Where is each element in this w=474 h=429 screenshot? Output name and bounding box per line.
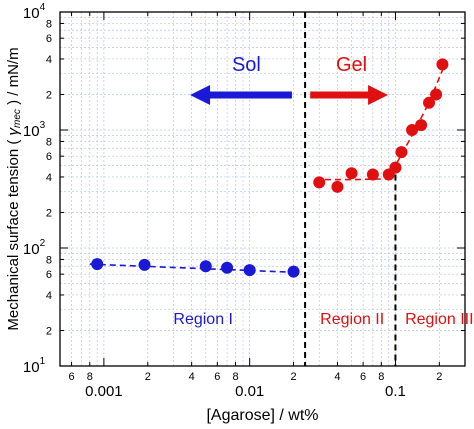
- y-axis-title-pre: Mechanical surface tension (: [5, 135, 22, 330]
- gel-data-point: [345, 167, 358, 180]
- gel-data-point: [415, 119, 428, 132]
- gel-data-point: [436, 58, 449, 71]
- y-minor-tick-label: 8: [46, 254, 52, 266]
- gel-data-point: [406, 124, 419, 136]
- data-points: [91, 58, 449, 278]
- gel-data-point: [366, 168, 379, 181]
- region-dividers: [304, 12, 397, 366]
- fit-lines: [89, 62, 447, 274]
- x-tick-label: 0.1: [385, 383, 406, 400]
- y-axis-title-post: ) / mN/m: [5, 47, 22, 109]
- y-tick-exponent: 4: [40, 2, 46, 13]
- sol-data-point: [243, 264, 256, 277]
- gel-arrow-head: [368, 85, 389, 105]
- x-minor-tick-label: 6: [68, 371, 74, 383]
- x-minor-tick-label: 8: [232, 371, 238, 383]
- gel-data-point: [313, 176, 326, 189]
- x-axis-title: [Agarose] / wt%: [206, 407, 318, 424]
- y-tick-exponent: 1: [40, 356, 46, 367]
- y-minor-tick-label: 6: [46, 269, 52, 281]
- x-minor-tick-label: 4: [334, 371, 340, 383]
- y-tick-base: 10: [23, 123, 40, 140]
- sol-data-point: [91, 258, 104, 271]
- sol-data-point: [199, 260, 212, 273]
- y-axis-title: Mechanical surface tension ( γmec ) / mN…: [5, 47, 23, 330]
- region-iii-label: Region III: [405, 311, 473, 328]
- sol-arrow-head: [190, 85, 211, 105]
- y-minor-tick-label: 8: [46, 18, 52, 30]
- y-axis-title-subscript: mec: [12, 109, 23, 128]
- region-i-label: Region I: [173, 311, 233, 328]
- x-minor-tick-label: 2: [145, 371, 151, 383]
- sol-data-point: [138, 258, 151, 271]
- y-minor-tick-label: 4: [46, 54, 52, 66]
- region-ii-label: Region II: [320, 311, 384, 328]
- x-minor-tick-label: 6: [360, 371, 366, 383]
- y-minor-tick-label: 6: [46, 33, 52, 45]
- x-minor-tick-label: 6: [214, 371, 220, 383]
- x-tick-label: 0.01: [235, 383, 264, 400]
- y-tick-exponent: 3: [40, 120, 46, 131]
- sol-data-point: [221, 261, 234, 274]
- y-axis-title-symbol: γ: [5, 126, 22, 135]
- x-minor-tick-label: 4: [189, 371, 195, 383]
- gel-label: Gel: [336, 54, 367, 76]
- x-minor-tick-label: 8: [87, 371, 93, 383]
- gel-data-point: [389, 161, 402, 174]
- sol-fit-line: [89, 263, 300, 274]
- y-tick-label: 102: [23, 238, 46, 258]
- sol-gel-arrows: [190, 85, 389, 105]
- gel-data-point: [430, 88, 443, 101]
- y-tick-base: 10: [23, 5, 40, 22]
- x-tick-label: 0.001: [85, 383, 123, 400]
- y-tick-label: 104: [23, 2, 46, 22]
- y-minor-tick-label: 4: [46, 290, 52, 302]
- x-minor-tick-label: 8: [378, 371, 384, 383]
- gel-data-point: [395, 146, 408, 159]
- axis-ticks: 0.001 0.01 0.16 8 2 4 6 8 2 4 6 8 210110210310424682…: [23, 2, 465, 400]
- y-minor-tick-label: 2: [46, 207, 52, 219]
- y-minor-tick-label: 2: [46, 325, 52, 337]
- x-minor-tick-label: 2: [290, 371, 296, 383]
- sol-data-point: [287, 265, 300, 278]
- y-tick-base: 10: [23, 241, 40, 258]
- sol-label: Sol: [232, 54, 261, 76]
- annotations: Sol Gel Region I Region II Region III: [173, 54, 473, 328]
- gel-fit-line: [314, 62, 447, 181]
- gel-data-point: [423, 96, 436, 109]
- y-minor-tick-label: 4: [46, 172, 52, 184]
- y-minor-tick-label: 2: [46, 89, 52, 101]
- y-minor-tick-label: 6: [46, 151, 52, 163]
- y-tick-label: 101: [23, 356, 46, 376]
- plot-frame: [59, 11, 466, 367]
- gel-data-point: [331, 180, 344, 193]
- y-tick-base: 10: [23, 359, 40, 376]
- y-minor-tick-label: 8: [46, 136, 52, 148]
- y-tick-label: 103: [23, 120, 46, 140]
- y-tick-exponent: 2: [40, 238, 46, 249]
- x-minor-tick-label: 2: [436, 371, 442, 383]
